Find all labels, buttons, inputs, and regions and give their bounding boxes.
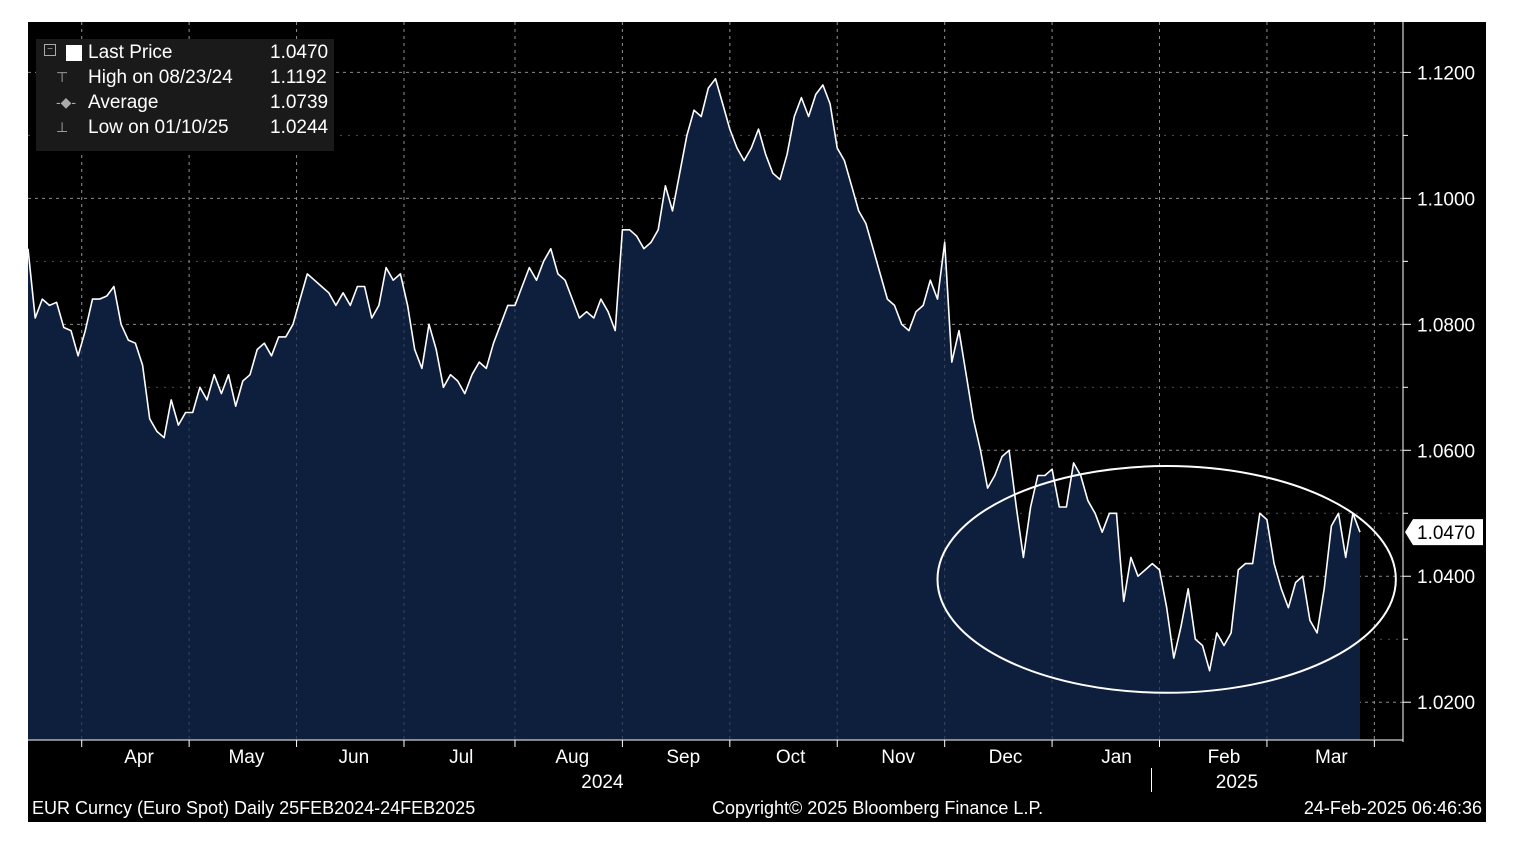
legend-last-price-label: Last Price [88, 42, 173, 63]
y-tick-label: 1.0600 [1417, 441, 1475, 462]
legend-high-value: 1.1192 [270, 67, 327, 88]
last-price-swatch-icon [66, 45, 82, 61]
legend-high: ⊤ High on 08/23/24 1.1192 [36, 67, 334, 91]
y-tick-label: 1.1200 [1417, 63, 1475, 84]
collapse-legend-icon[interactable]: − [44, 44, 56, 56]
legend-average-value: 1.0739 [270, 92, 329, 113]
legend-average-label: Average [88, 92, 159, 113]
chart-frame: 1.0200 1.0400 1.0600 1.0800 1.1000 1.1200 Apr M… [28, 22, 1486, 822]
x-tick-label: May [228, 747, 264, 768]
axes: 1.0200 1.0400 1.0600 1.0800 1.1000 1.1200 Apr M… [28, 22, 1483, 793]
high-marker-icon: ⊤ [56, 69, 69, 85]
x-tick-label: Aug [555, 747, 589, 768]
last-price-tag-label: 1.0470 [1417, 523, 1475, 544]
x-tick-label: Feb [1208, 747, 1241, 768]
y-tick-label: 1.0800 [1417, 315, 1475, 336]
footer-timestamp: 24-Feb-2025 06:46:36 [1303, 798, 1482, 818]
legend-low: ⊥ Low on 01/10/25 1.0244 [36, 117, 334, 141]
footer-copyright: Copyright© 2025 Bloomberg Finance L.P. [712, 798, 1044, 818]
year-label: 2025 [1216, 772, 1258, 793]
y-tick-label: 1.1000 [1417, 189, 1475, 210]
x-tick-label: Dec [989, 747, 1023, 768]
price-area [28, 78, 1360, 740]
x-tick-label: Oct [776, 747, 806, 768]
price-line [28, 77, 1361, 672]
x-tick-label: Sep [666, 747, 700, 768]
footer-ticker: EUR Curncy (Euro Spot) Daily 25FEB2024-2… [32, 798, 476, 818]
y-tick-label: 1.0200 [1417, 693, 1475, 714]
legend-low-label: Low on 01/10/25 [88, 117, 229, 138]
legend-low-value: 1.0244 [270, 117, 329, 138]
y-tick-label: 1.0400 [1417, 567, 1475, 588]
legend-average: -◆- Average 1.0739 [36, 92, 334, 116]
legend-high-label: High on 08/23/24 [88, 67, 233, 88]
highlight-ellipse [936, 465, 1397, 694]
x-tick-label: Apr [124, 747, 154, 768]
x-tick-label: Jan [1101, 747, 1132, 768]
legend: − Last Price 1.0470 ⊤ High on 08/23/24 1… [36, 39, 334, 151]
last-price-tag [1405, 519, 1483, 546]
x-tick-label: Jul [449, 747, 473, 768]
year-label: 2024 [581, 772, 624, 793]
x-tick-label: Mar [1315, 747, 1348, 768]
legend-last-price-value: 1.0470 [270, 42, 329, 63]
low-marker-icon: ⊥ [56, 119, 69, 135]
legend-last-price: Last Price 1.0470 [36, 42, 334, 66]
x-tick-label: Jun [339, 747, 370, 768]
x-tick-label: Nov [881, 747, 915, 768]
average-marker-icon: -◆- [56, 94, 77, 110]
annotation [936, 465, 1397, 694]
